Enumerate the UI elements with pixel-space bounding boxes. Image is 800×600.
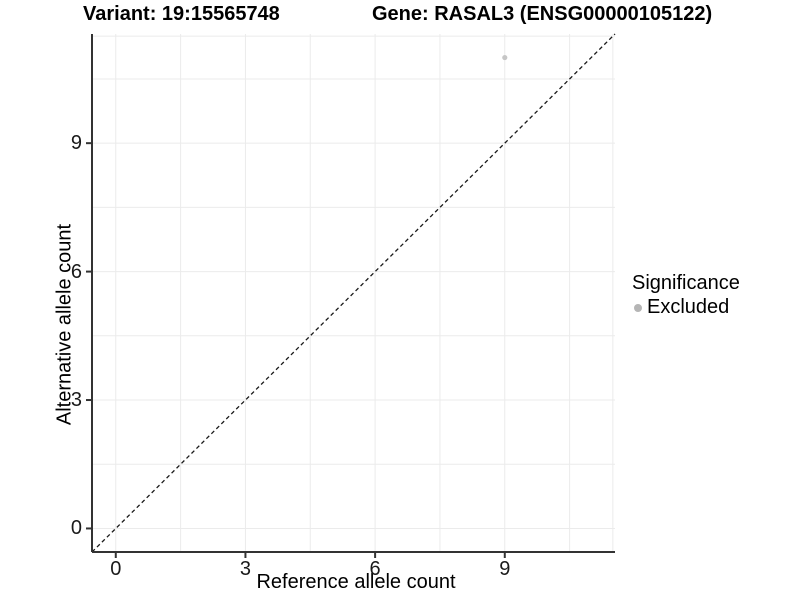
x-axis-title: Reference allele count xyxy=(256,571,456,593)
gene-title: Gene: RASAL3 (ENSG00000105122) xyxy=(372,3,713,25)
y-tick-label: 0 xyxy=(70,517,82,540)
y-tick-label: 6 xyxy=(70,260,82,283)
legend-title: Significance xyxy=(632,272,740,294)
variant-title: Variant: 19:15565748 xyxy=(83,3,280,25)
y-tick-label: 9 xyxy=(70,132,82,155)
identity-dashed-line xyxy=(91,33,616,553)
legend-entry-excluded: Excluded xyxy=(632,296,740,319)
legend: Significance Excluded xyxy=(632,272,740,319)
legend-entry-label: Excluded xyxy=(647,296,730,318)
plot-panel xyxy=(86,33,616,558)
data-point xyxy=(502,54,508,61)
excluded-point-icon xyxy=(634,303,642,312)
x-tick-label: 6 xyxy=(369,558,381,580)
x-tick-label: 3 xyxy=(239,558,251,580)
x-tick-label: 9 xyxy=(499,558,511,580)
x-tick-label: 0 xyxy=(110,558,122,580)
y-axis-title: Alternative allele count xyxy=(53,223,76,426)
y-tick-label: 3 xyxy=(70,389,82,412)
